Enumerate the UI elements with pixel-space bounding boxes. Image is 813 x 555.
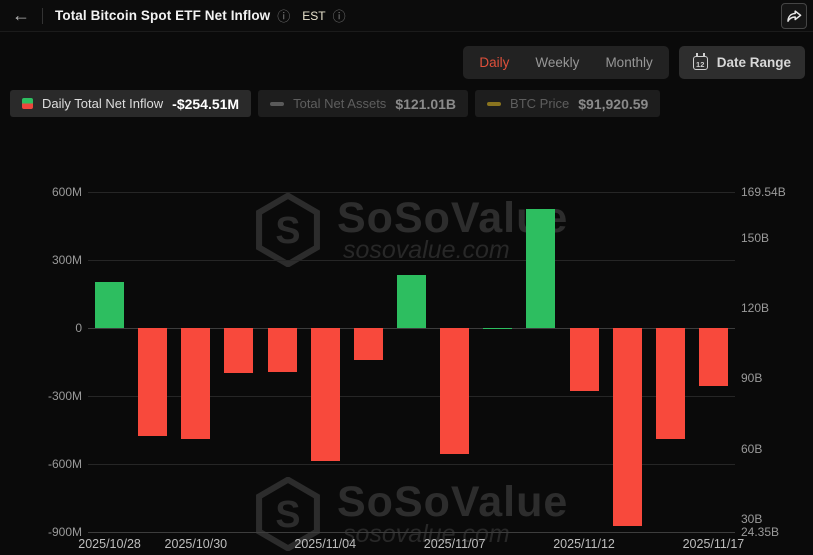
right-axis-tick: 90B — [741, 371, 763, 386]
header-divider — [42, 7, 43, 24]
legend-value: $121.01B — [395, 95, 457, 112]
left-axis-tick: 0 — [75, 321, 82, 335]
legend-label: Total Net Assets — [293, 96, 387, 111]
legend-label: BTC Price — [510, 96, 570, 111]
legend-chip-btc-price[interactable]: BTC Price $91,920.59 — [475, 90, 661, 117]
right-axis-tick: 120B — [741, 301, 770, 315]
bar-2025-11-05[interactable] — [353, 328, 383, 360]
legend-chip-total-net-assets[interactable]: Total Net Assets $121.01B — [258, 90, 469, 117]
timezone-label: EST — [302, 8, 326, 23]
left-axis-tick: -600M — [47, 457, 82, 471]
tab-weekly[interactable]: Weekly — [535, 55, 580, 70]
timezone-info-icon[interactable]: ⓘ — [332, 9, 346, 24]
right-axis-tick: 150B — [741, 230, 770, 245]
bar-2025-10-29[interactable] — [138, 328, 168, 436]
bar-2025-11-17[interactable] — [698, 328, 728, 386]
gridline--600M — [88, 463, 735, 465]
gridline-0 — [88, 327, 735, 329]
gridline-600M — [88, 191, 735, 193]
right-axis-tick: 24.35B — [741, 525, 780, 539]
tab-monthly[interactable]: Monthly — [605, 55, 653, 70]
bar-2025-11-13[interactable] — [612, 328, 642, 526]
bar-2025-11-04[interactable] — [310, 328, 340, 462]
share-forward-icon — [787, 9, 802, 22]
x-axis-tick: 2025/11/07 — [423, 537, 486, 551]
bar-2025-11-14[interactable] — [655, 328, 685, 440]
gridline-300M — [88, 259, 735, 261]
left-axis-tick: -300M — [47, 389, 82, 403]
x-axis-tick: 2025/11/04 — [294, 537, 357, 551]
back-icon[interactable]: ← — [12, 5, 30, 25]
legend-value: $91,920.59 — [578, 95, 649, 112]
tab-daily[interactable]: Daily — [479, 55, 510, 70]
bar-2025-11-12[interactable] — [569, 328, 599, 391]
dash-icon — [270, 101, 285, 106]
page-title: Total Bitcoin Spot ETF Net Inflow — [55, 8, 271, 23]
x-axis-tick: 2025/10/28 — [78, 537, 141, 551]
date-range-button[interactable]: 12 Date Range — [678, 46, 805, 79]
bar-2025-11-07[interactable] — [440, 328, 470, 455]
bar-2025-11-06[interactable] — [397, 274, 426, 328]
inflow-candle-icon — [22, 98, 33, 109]
legend-label: Daily Total Net Inflow — [42, 96, 164, 111]
x-axis-tick: 2025/11/17 — [682, 537, 745, 551]
right-axis-tick: 169.54B — [741, 185, 786, 199]
share-button[interactable] — [781, 2, 807, 29]
gridline--300M — [88, 395, 735, 397]
legend-chip-daily-total-net-inflow[interactable]: Daily Total Net Inflow -$254.51M — [10, 90, 252, 117]
period-tab-group: Daily Weekly Monthly — [463, 46, 669, 79]
bar-2025-10-30[interactable] — [181, 328, 211, 439]
left-axis-tick: 300M — [51, 253, 82, 267]
bar-2025-10-28[interactable] — [95, 282, 125, 328]
calendar-icon: 12 — [692, 52, 708, 70]
bar-2025-10-31[interactable] — [224, 328, 254, 373]
legend-row: Daily Total Net Inflow -$254.51M Total Net… — [10, 90, 661, 117]
x-axis-tick: 2025/10/30 — [164, 537, 228, 551]
x-axis-tick: 2025/11/12 — [553, 537, 615, 551]
legend-value: -$254.51M — [172, 95, 240, 112]
bar-2025-11-03[interactable] — [267, 328, 297, 372]
title-info-icon[interactable]: ⓘ — [277, 9, 291, 24]
bar-2025-11-11[interactable] — [526, 209, 556, 328]
left-axis-tick: 600M — [51, 185, 82, 199]
right-axis-tick: 60B — [741, 441, 763, 456]
right-axis-tick: 30B — [741, 511, 763, 526]
date-range-label: Date Range — [716, 55, 791, 70]
gridline--900M — [88, 531, 735, 533]
header-bar: ← Total Bitcoin Spot ETF Net Inflow ⓘ ES… — [0, 0, 813, 32]
chart-controls: Daily Weekly Monthly 12 Date Range — [463, 46, 805, 79]
left-axis-tick: -900M — [47, 525, 82, 539]
dash-icon — [487, 101, 502, 106]
